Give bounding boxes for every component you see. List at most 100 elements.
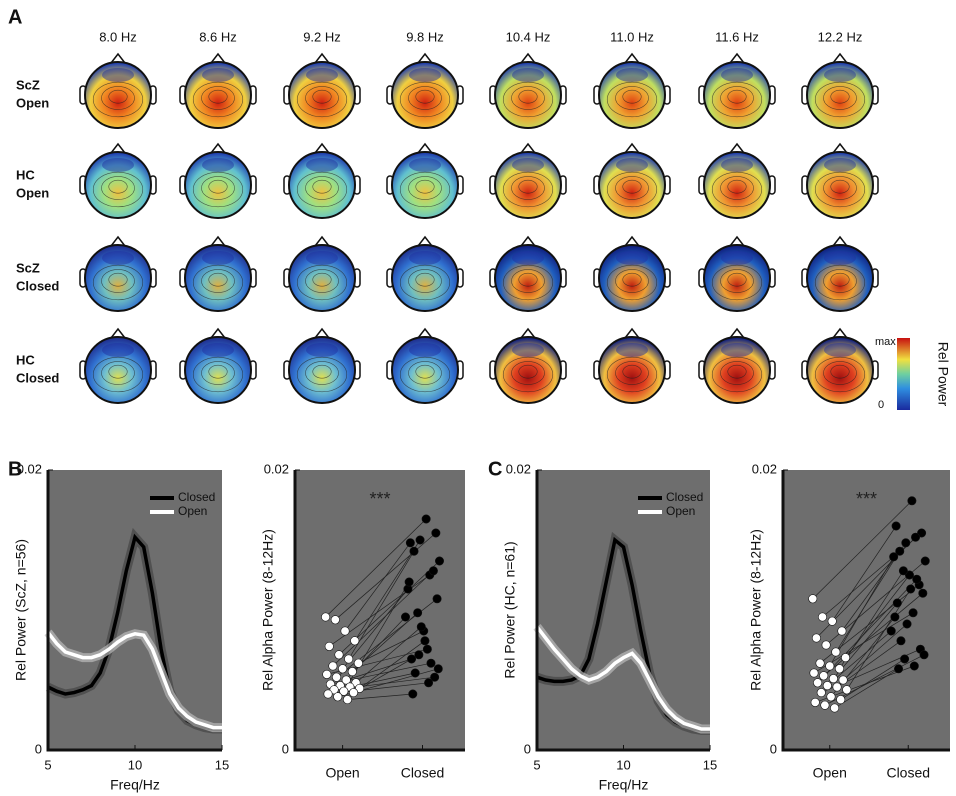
point bbox=[820, 700, 830, 710]
pair-line bbox=[344, 542, 411, 632]
contour bbox=[622, 179, 642, 194]
topomap bbox=[598, 151, 666, 219]
pair-line bbox=[347, 693, 413, 700]
topomap bbox=[288, 61, 356, 129]
point bbox=[330, 615, 340, 625]
front-blob bbox=[512, 68, 544, 82]
pair-line bbox=[359, 640, 426, 689]
head-nose bbox=[314, 235, 330, 247]
contour bbox=[408, 176, 442, 200]
head-nose bbox=[417, 142, 433, 154]
point bbox=[813, 678, 823, 688]
pair-line bbox=[831, 525, 897, 622]
contour bbox=[511, 86, 545, 110]
point bbox=[911, 532, 921, 542]
topomap bbox=[184, 244, 252, 312]
point bbox=[340, 626, 350, 636]
pair-line bbox=[845, 574, 910, 658]
point bbox=[896, 636, 906, 646]
colorbar-max: max bbox=[875, 336, 896, 348]
frequency-label: 8.6 Hz bbox=[199, 29, 237, 44]
pair-line bbox=[836, 640, 902, 688]
point bbox=[894, 664, 904, 674]
contour bbox=[502, 356, 554, 393]
contour bbox=[92, 171, 144, 208]
contour bbox=[511, 361, 545, 385]
topomap bbox=[598, 336, 666, 404]
contour bbox=[615, 86, 649, 110]
head-nose bbox=[314, 142, 330, 154]
contour bbox=[830, 89, 850, 104]
y-tick-label: 0.02 bbox=[264, 461, 289, 476]
legend-label: Open bbox=[178, 504, 207, 518]
point bbox=[821, 640, 831, 650]
contour bbox=[296, 264, 348, 301]
point bbox=[827, 616, 837, 626]
front-blob bbox=[616, 343, 648, 357]
panel-label: A bbox=[8, 6, 22, 28]
x-tick-label: Open bbox=[813, 765, 847, 781]
head-nose bbox=[729, 327, 745, 339]
point bbox=[400, 612, 410, 622]
contour bbox=[399, 264, 451, 301]
x-tick-label: 5 bbox=[533, 757, 540, 772]
pair-line bbox=[829, 556, 894, 667]
contour bbox=[92, 264, 144, 301]
contour bbox=[511, 269, 545, 293]
point bbox=[432, 594, 442, 604]
point bbox=[344, 654, 354, 664]
point bbox=[430, 672, 440, 682]
point bbox=[912, 574, 922, 584]
contour bbox=[101, 86, 135, 110]
front-blob bbox=[616, 68, 648, 82]
contour bbox=[518, 89, 538, 104]
point bbox=[347, 667, 357, 677]
front-blob bbox=[512, 343, 544, 357]
y-axis-label: Rel Power (ScZ, n=56) bbox=[13, 539, 29, 681]
point bbox=[431, 528, 441, 538]
x-tick-label: Closed bbox=[886, 765, 930, 781]
front-blob bbox=[824, 251, 856, 265]
pair-line bbox=[827, 630, 892, 686]
contour bbox=[192, 264, 244, 301]
topomap bbox=[494, 61, 562, 129]
front-blob bbox=[306, 158, 338, 172]
contour bbox=[823, 176, 857, 200]
contour bbox=[208, 179, 228, 194]
topomap bbox=[391, 244, 459, 312]
contour bbox=[720, 176, 754, 200]
topomap bbox=[806, 61, 874, 129]
contour bbox=[201, 86, 235, 110]
point bbox=[919, 650, 929, 660]
point bbox=[892, 598, 902, 608]
head-nose bbox=[832, 235, 848, 247]
y-tick-label: 0.02 bbox=[17, 461, 42, 476]
contour bbox=[208, 272, 228, 287]
y-tick-label: 0 bbox=[282, 741, 289, 756]
point bbox=[416, 622, 426, 632]
topomap bbox=[288, 244, 356, 312]
x-tick-label: 10 bbox=[616, 757, 630, 772]
point bbox=[332, 672, 342, 682]
contour bbox=[201, 269, 235, 293]
contour bbox=[408, 269, 442, 293]
contour bbox=[622, 272, 642, 287]
series-line bbox=[535, 625, 710, 731]
colorbar-min: 0 bbox=[878, 399, 884, 411]
topomap bbox=[494, 244, 562, 312]
contour bbox=[312, 272, 332, 287]
point bbox=[902, 619, 912, 629]
contour bbox=[399, 356, 451, 393]
y-axis-label: Rel Power (HC, n=61) bbox=[502, 541, 518, 678]
point bbox=[895, 546, 905, 556]
point bbox=[338, 664, 348, 674]
point bbox=[828, 674, 838, 684]
point bbox=[349, 688, 359, 698]
front-blob bbox=[306, 68, 338, 82]
contour bbox=[615, 361, 649, 385]
contour bbox=[192, 356, 244, 393]
point bbox=[428, 566, 438, 576]
point bbox=[825, 661, 835, 671]
point bbox=[408, 689, 418, 699]
